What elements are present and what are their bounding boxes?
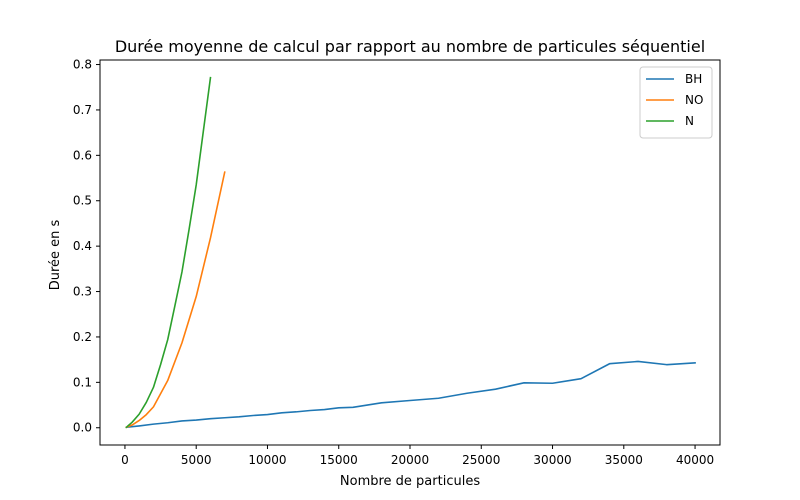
x-tick-label: 35000 — [605, 453, 643, 467]
y-tick-label: 0.6 — [73, 148, 92, 162]
y-tick-label: 0.4 — [73, 239, 92, 253]
x-axis-label: Nombre de particules — [340, 474, 480, 489]
y-tick-label: 0.0 — [73, 421, 92, 435]
y-tick-label: 0.1 — [73, 375, 92, 389]
legend: BH NO N — [639, 66, 713, 139]
plot-area: 0 5000 10000 15000 20000 25000 30000 35000 40000… — [73, 58, 721, 467]
y-tick-label: 0.7 — [73, 103, 92, 117]
y-tick-label: 0.8 — [73, 58, 92, 72]
legend-label-no: NO — [685, 93, 703, 107]
y-tick-label: 0.3 — [73, 285, 92, 299]
x-tick-label: 15000 — [320, 453, 358, 467]
x-tick-label: 0 — [121, 453, 129, 467]
series-line-bh — [125, 360, 696, 429]
chart-title: Durée moyenne de calcul par rapport au n… — [115, 37, 705, 56]
x-tick-label: 40000 — [676, 453, 714, 467]
x-tick-label: 5000 — [181, 453, 212, 467]
x-tick-label: 30000 — [533, 453, 571, 467]
y-tick-label: 0.5 — [73, 194, 92, 208]
y-axis-label: Durée en s — [48, 219, 63, 290]
y-tick-label: 0.2 — [73, 330, 92, 344]
legend-label-bh: BH — [685, 72, 702, 86]
x-tick-label: 10000 — [248, 453, 286, 467]
legend-label-n: N — [685, 114, 694, 128]
x-tick-label: 25000 — [462, 453, 500, 467]
series-line-no — [125, 171, 226, 429]
series-line-n — [125, 76, 212, 429]
x-tick-label: 20000 — [391, 453, 429, 467]
